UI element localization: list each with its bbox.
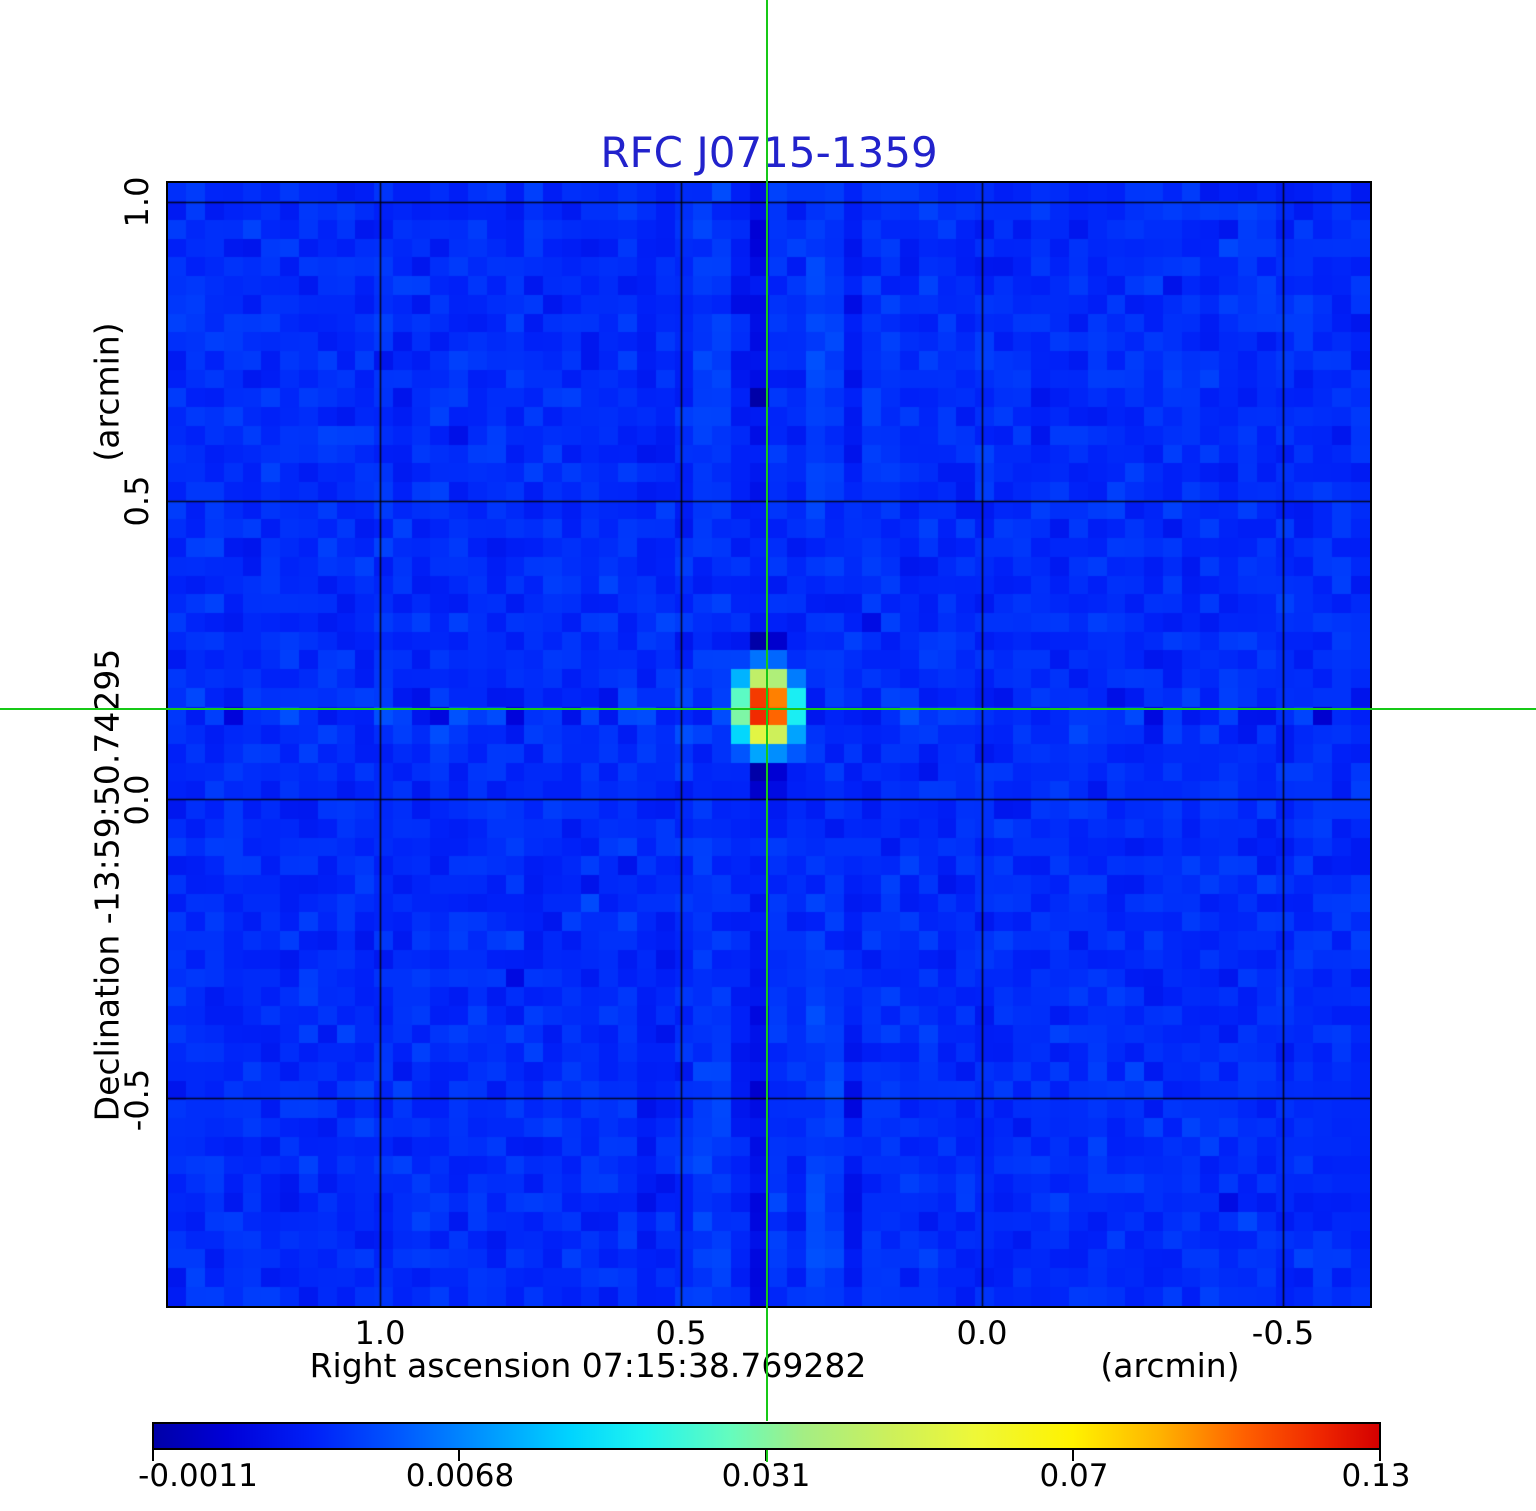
colorbar-tick <box>458 1450 460 1461</box>
colorbar-tick-label: 0.0068 <box>405 1458 515 1494</box>
y-axis-label: Declination -13:59:50.74295 <box>87 648 127 1122</box>
x-axis-label: Right ascension 07:15:38.769282 <box>309 1346 867 1385</box>
crosshair-colorbar-tick <box>766 1450 768 1462</box>
colorbar-tick-label: -0.0011 <box>138 1458 258 1494</box>
x-axis-unit-label: (arcmin) <box>1100 1346 1240 1385</box>
y-tick-label-0.0: 0.0 <box>118 774 156 826</box>
crosshair-horizontal-line <box>0 708 1536 710</box>
y-tick-label-1.0: 1.0 <box>118 176 156 228</box>
figure-title: RFC J0715-1359 <box>600 128 938 177</box>
colorbar-tick-label: 0.07 <box>1039 1458 1109 1494</box>
crosshair-vertical-line <box>766 0 768 1421</box>
y-axis-unit-label: (arcmin) <box>87 322 127 462</box>
colorbar-tick-label: 0.13 <box>1341 1458 1411 1494</box>
colorbar-gradient <box>152 1422 1381 1450</box>
x-tick-label-1.0: 1.0 <box>354 1314 406 1352</box>
colorbar-tick <box>152 1450 154 1461</box>
colorbar-tick-label: 0.031 <box>721 1458 811 1494</box>
sky-map-plot <box>166 181 1372 1308</box>
y-tick-label-neg0.5: -0.5 <box>118 1068 156 1132</box>
colorbar-tick <box>1072 1450 1074 1461</box>
sky-map-canvas <box>168 183 1370 1306</box>
x-tick-label-0.5: 0.5 <box>655 1314 707 1352</box>
x-tick-label-neg0.5: -0.5 <box>1251 1314 1315 1352</box>
x-tick-label-0.0: 0.0 <box>956 1314 1008 1352</box>
y-tick-label-0.5: 0.5 <box>118 475 156 527</box>
colorbar-tick <box>1379 1450 1381 1461</box>
